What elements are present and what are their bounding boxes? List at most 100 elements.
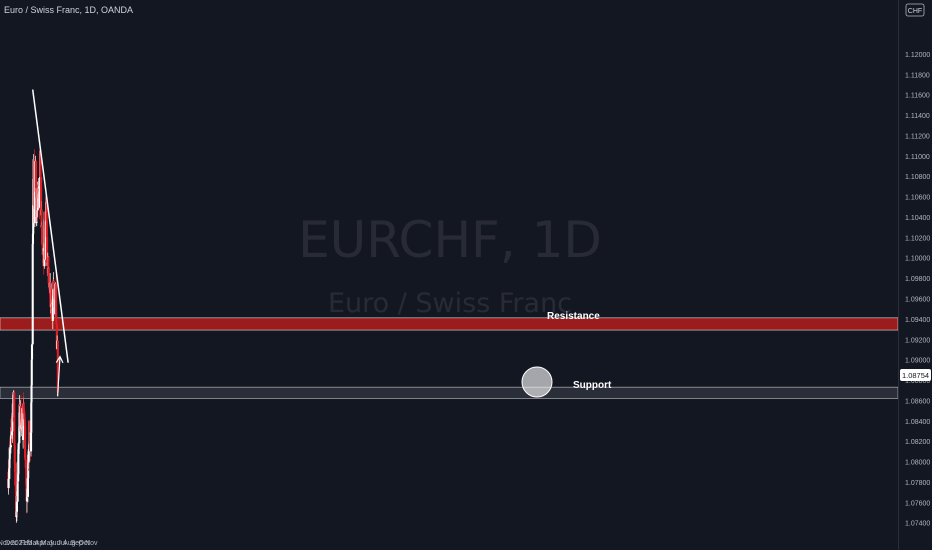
x-tick-label: Jun [49,540,60,547]
y-tick-label: 1.08000 [905,460,930,467]
candle-body [51,299,54,321]
candle-body [50,288,53,314]
candle-body [29,432,33,452]
currency-badge[interactable] [905,3,925,17]
projection-arrowhead [55,355,64,364]
candle-body [34,192,37,209]
y-tick-label: 1.08800 [905,378,930,385]
y-tick-label: 1.08400 [905,419,930,426]
x-tick-label: Feb [20,540,32,547]
candle-body [25,468,28,486]
candle-body [17,443,20,450]
y-tick-label: 1.11200 [905,133,930,140]
candle-body [26,478,29,497]
y-tick-label: 1.09600 [905,296,930,303]
candle-body [28,420,31,445]
resistance-label: Resistance [547,311,600,322]
candle-body [17,449,20,475]
y-tick-label: 1.11800 [905,72,930,79]
candle-body [7,478,10,489]
last-price-value: 1.08754 [902,371,929,380]
candle-body [30,402,33,433]
y-tick-label: 1.10200 [905,235,930,242]
y-tick-label: 1.08200 [905,439,930,446]
candle-body [10,431,13,436]
candle-body [27,451,30,463]
candle-body [30,385,33,403]
candles-layer [7,149,59,523]
candle-body [8,458,11,469]
projection-arrow[interactable] [57,356,61,397]
candle-body [42,252,45,256]
x-tick-label: May [41,540,55,547]
resistance-zone[interactable] [0,317,899,331]
support-zone[interactable] [0,386,899,399]
candle-body [32,204,35,234]
candle-body [39,150,42,177]
chart-title: Euro / Swiss Franc, 1D, OANDA [4,5,133,15]
x-tick-label: Nov [0,540,11,547]
currency-badge-label: CHF [908,8,922,15]
y-tick-label: 1.07600 [905,500,930,507]
candle-body [45,220,48,238]
candle-body [33,208,36,224]
candle-body [52,280,55,289]
candle-body [20,422,23,425]
candle-body [30,344,34,360]
price-axis[interactable]: 1.07400 1.07600 1.07800 1.08000 1.08200 1.084… [905,52,930,528]
candle-body [9,447,12,449]
x-tick-label: Oct [78,540,89,547]
y-tick-label: 1.08600 [905,398,930,405]
x-tick-label: Apr [35,540,47,547]
y-tick-label: 1.12000 [905,52,930,59]
x-tick-label: Aug [63,540,76,547]
y-tick-label: 1.10800 [905,174,930,181]
candle-body [24,425,27,458]
y-tick-label: 1.10600 [905,195,930,202]
x-tick-label: Jul [57,540,66,547]
candle-body [13,392,16,442]
candle-body [22,403,25,436]
y-tick-label: 1.09400 [905,317,930,324]
candle-body [45,197,48,221]
candle-body [56,340,59,393]
candle-body [31,244,34,345]
y-tick-label: 1.09000 [905,358,930,365]
downtrend-line[interactable] [31,89,69,363]
x-tick-label: Dec [5,540,18,547]
x-tick-label: Mar [27,540,40,547]
candle-body [13,445,16,464]
candle-body [15,501,18,512]
y-tick-label: 1.11600 [905,93,930,100]
candle-body [40,209,43,228]
candle-body [46,237,49,266]
y-tick-label: 1.07800 [905,480,930,487]
candle-body [22,403,25,414]
candle-body [47,268,50,284]
candle-body [14,472,17,486]
candle-body [47,256,50,277]
support-touch-circle[interactable] [521,366,553,398]
y-tick-label: 1.09200 [905,337,930,344]
y-tick-label: 1.07400 [905,521,930,528]
x-tick-label: Sep [71,540,84,547]
candle-body [8,447,11,459]
candle-body [31,233,35,245]
y-tick-label: 1.10000 [905,256,930,263]
y-tick-label: 1.09800 [905,276,930,283]
x-tick-label: Nov [85,540,98,547]
y-tick-label: 1.11000 [905,154,930,161]
candle-body [24,457,27,461]
candle-body [55,283,58,320]
x-tick-label: 2021 [11,540,27,547]
candle-body [35,161,38,189]
candle-body [40,176,43,216]
y-tick-label: 1.11400 [905,113,930,120]
candle-body [40,225,44,245]
last-price-tag [900,369,931,381]
watermark-name: Euro / Swiss Franc [328,288,572,319]
watermark-symbol: EURCHF, 1D [298,211,602,269]
